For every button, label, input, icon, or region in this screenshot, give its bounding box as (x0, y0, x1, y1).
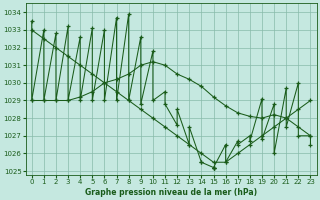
X-axis label: Graphe pression niveau de la mer (hPa): Graphe pression niveau de la mer (hPa) (85, 188, 257, 197)
